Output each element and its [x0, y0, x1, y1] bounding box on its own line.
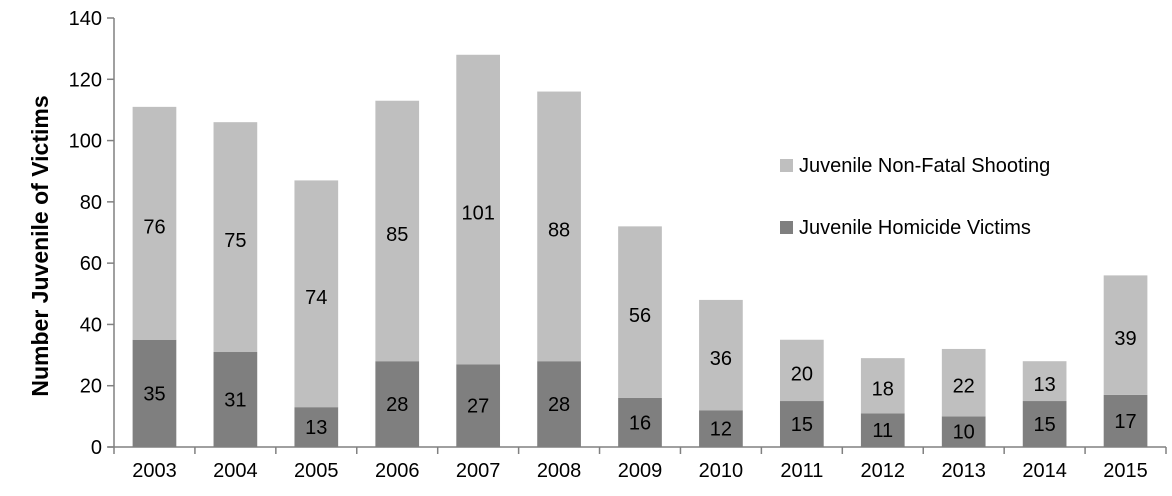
bar-homicide	[860, 413, 905, 447]
data-label: 20	[791, 363, 813, 385]
x-tick-label: 2005	[294, 460, 339, 482]
data-label: 101	[461, 203, 494, 225]
data-label: 35	[143, 383, 165, 405]
x-tick-label: 2013	[941, 460, 986, 482]
bar-non-fatal-shooting	[618, 226, 662, 398]
data-label: 36	[710, 348, 732, 370]
bar-non-fatal-shooting	[132, 106, 177, 340]
x-tick-label: 2011	[780, 460, 823, 482]
data-label: 15	[791, 414, 813, 436]
bar-homicide	[1022, 401, 1067, 447]
bar-non-fatal-shooting	[537, 91, 581, 362]
legend-label: Juvenile Homicide Victims	[799, 217, 1031, 239]
bar-homicide	[699, 410, 743, 447]
bar-homicide	[456, 364, 501, 447]
x-tick-label: 2012	[861, 460, 906, 482]
y-axis-title-group: Number Juvenile of Victims	[27, 95, 53, 396]
bar-homicide	[618, 397, 662, 447]
data-label: 17	[1114, 411, 1136, 433]
data-label: 10	[953, 422, 975, 444]
x-tick-label: 2015	[1103, 460, 1148, 482]
data-labels: 35 76 31 75 13 74 28 85 27 101 28 88 16 56 12 36 15 20 11 1…	[143, 203, 1136, 444]
data-label: 12	[710, 419, 732, 441]
bar-non-fatal-shooting	[860, 358, 905, 414]
x-tick-label: 2007	[456, 460, 501, 482]
x-tick-label: 2003	[132, 460, 177, 482]
y-axis-title: Number Juvenile of Victims	[27, 95, 53, 396]
bar-non-fatal-shooting	[1103, 275, 1148, 395]
bars	[132, 54, 1148, 447]
data-label: 39	[1114, 328, 1136, 350]
bar-non-fatal-shooting	[456, 54, 501, 365]
data-label: 56	[629, 305, 651, 327]
bar-homicide	[132, 339, 177, 447]
data-label: 31	[224, 390, 246, 412]
bar-non-fatal-shooting	[941, 348, 986, 417]
x-tick-label: 2008	[537, 460, 582, 482]
y-tick-label: 0	[91, 437, 102, 459]
bar-homicide	[941, 416, 986, 447]
y-tick-label: 60	[80, 253, 102, 275]
bar-non-fatal-shooting	[375, 100, 420, 362]
legend-swatch	[780, 221, 793, 234]
y-tick-label: 20	[80, 376, 102, 398]
data-label: 28	[548, 394, 570, 416]
bar-non-fatal-shooting	[779, 339, 824, 402]
axes: 0 20 40 60 80 100 120 140 2003 2004 2005 2006 2007 20…	[69, 8, 1167, 482]
data-label: 28	[386, 394, 408, 416]
data-label: 74	[305, 287, 327, 309]
bar-homicide	[213, 352, 258, 447]
x-tick-label: 2010	[699, 460, 744, 482]
data-label: 22	[953, 376, 975, 398]
data-label: 11	[872, 420, 893, 442]
legend-swatch	[780, 159, 793, 172]
bar-non-fatal-shooting	[1022, 361, 1067, 402]
y-tick-label: 100	[69, 131, 102, 153]
bar-non-fatal-shooting	[699, 299, 743, 411]
y-tick-label: 140	[69, 8, 102, 30]
data-label: 13	[305, 417, 327, 439]
data-label: 15	[1033, 414, 1055, 436]
bar-homicide	[779, 401, 824, 447]
data-label: 76	[143, 216, 165, 238]
x-tick-label: 2014	[1022, 460, 1067, 482]
bar-homicide	[294, 407, 339, 447]
y-tick-label: 80	[80, 192, 102, 214]
data-label: 88	[548, 219, 570, 241]
y-tick-label: 120	[69, 69, 102, 91]
data-label: 27	[467, 396, 489, 418]
x-tick-label: 2004	[213, 460, 258, 482]
bar-non-fatal-shooting	[213, 122, 258, 353]
y-tick-label: 40	[80, 314, 102, 336]
bar-homicide	[375, 361, 420, 447]
data-label: 85	[386, 224, 408, 246]
legend: Juvenile Non-Fatal Shooting Juvenile Homi…	[780, 155, 1050, 239]
bar-homicide	[537, 361, 581, 447]
data-label: 18	[872, 379, 894, 401]
data-label: 75	[224, 230, 246, 252]
data-label: 13	[1033, 374, 1055, 396]
legend-label: Juvenile Non-Fatal Shooting	[799, 155, 1050, 177]
bar-homicide	[1103, 394, 1148, 447]
x-tick-label: 2009	[618, 460, 663, 482]
data-label: 16	[629, 412, 651, 434]
bar-non-fatal-shooting	[294, 180, 339, 408]
x-tick-label: 2006	[375, 460, 420, 482]
